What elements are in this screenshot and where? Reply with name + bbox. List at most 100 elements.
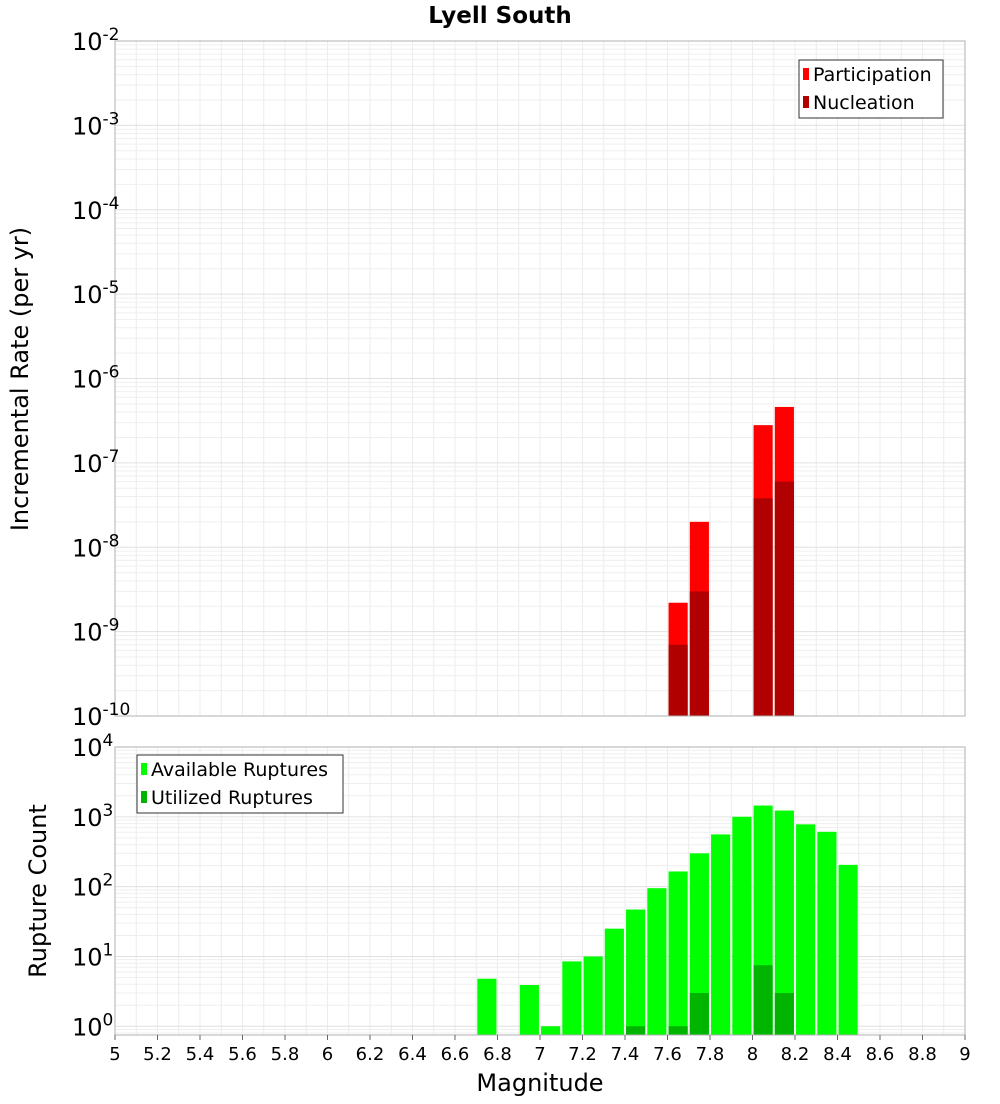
y-tick-base: 10: [72, 703, 103, 731]
bar: [689, 853, 709, 1035]
x-tick-label: 8.8: [908, 1044, 937, 1065]
y-tick-base: 10: [72, 874, 103, 902]
bar: [689, 992, 709, 1035]
y-tick-label: 10-8: [72, 531, 120, 562]
x-tick-label: 6.2: [356, 1044, 385, 1065]
bar: [689, 591, 709, 716]
y-tick-base: 10: [72, 366, 103, 394]
y-tick-base: 10: [72, 112, 103, 140]
x-tick-label: 6: [322, 1044, 333, 1065]
y-tick-label: 10-5: [72, 278, 120, 309]
plot-frame: [114, 40, 966, 717]
bar: [519, 985, 539, 1035]
bar: [668, 871, 688, 1035]
x-tick-label: 7.2: [568, 1044, 597, 1065]
y-tick-label: 101: [72, 940, 113, 971]
y-tick-exponent: -6: [103, 363, 120, 383]
y-tick-exponent: -10: [103, 700, 131, 720]
grid: [114, 40, 966, 717]
y-tick-base: 10: [72, 804, 103, 832]
y-tick-exponent: -2: [103, 25, 120, 45]
y-tick-exponent: 2: [103, 871, 114, 891]
y-tick-exponent: -3: [103, 109, 120, 129]
y-tick-base: 10: [72, 619, 103, 647]
y-tick-label: 104: [72, 731, 113, 762]
y-tick-base: 10: [72, 1013, 103, 1041]
bar: [604, 928, 624, 1035]
x-tick-label: 5.2: [143, 1044, 172, 1065]
y-tick-exponent: 0: [103, 1010, 114, 1030]
y-axis-label: Rupture Count: [24, 804, 52, 978]
bar: [753, 498, 773, 716]
y-tick-label: 100: [72, 1010, 113, 1041]
bar: [583, 956, 603, 1035]
y-tick-exponent: -5: [103, 278, 120, 298]
x-tick-label: 7.6: [653, 1044, 682, 1065]
y-tick-base: 10: [72, 28, 103, 56]
x-tick-label: 7.4: [611, 1044, 640, 1065]
legend-box: [798, 59, 944, 119]
chart-title: Lyell South: [428, 3, 572, 29]
bar: [774, 810, 794, 1035]
bar: [647, 888, 667, 1035]
x-tick-label: 6.4: [398, 1044, 427, 1065]
x-tick-label: 8.2: [781, 1044, 810, 1065]
bar: [626, 1026, 646, 1035]
bar: [796, 824, 816, 1035]
x-tick-label: 5: [109, 1044, 120, 1065]
legend: Participation Nucleation: [798, 59, 944, 119]
legend-swatch: [803, 68, 809, 80]
series-nucleation: [668, 481, 794, 716]
legend-label: Utilized Ruptures: [151, 787, 313, 809]
x-tick-label: 8.4: [823, 1044, 852, 1065]
x-tick-label: 6.8: [483, 1044, 512, 1065]
legend: Available Ruptures Utilized Ruptures: [136, 754, 344, 814]
y-tick-label: 10-6: [72, 363, 120, 394]
x-tick-label: 9: [959, 1044, 970, 1065]
bar: [711, 834, 731, 1035]
bar: [817, 831, 837, 1035]
bar: [477, 978, 497, 1035]
x-tick-label: 6.6: [441, 1044, 470, 1065]
y-tick-label: 103: [72, 801, 113, 832]
y-tick-exponent: -4: [103, 194, 120, 214]
bar: [562, 961, 582, 1035]
y-tick-label: 102: [72, 871, 113, 902]
y-tick-exponent: -7: [103, 447, 120, 467]
y-tick-base: 10: [72, 197, 103, 225]
y-tick-base: 10: [72, 534, 103, 562]
y-tick-label: 10-2: [72, 25, 120, 56]
legend-swatch: [141, 763, 147, 775]
x-tick-label: 5.8: [271, 1044, 300, 1065]
x-tick-label: 5.6: [228, 1044, 257, 1065]
legend-label: Participation: [813, 64, 932, 86]
bar: [668, 1026, 688, 1035]
x-tick-label: 8.6: [866, 1044, 895, 1065]
y-tick-base: 10: [72, 450, 103, 478]
legend-swatch: [803, 96, 809, 108]
legend-label: Available Ruptures: [151, 759, 328, 781]
bar: [774, 992, 794, 1035]
y-tick-exponent: 1: [103, 940, 114, 960]
bar: [626, 909, 646, 1035]
x-tick-label: 7.8: [696, 1044, 725, 1065]
y-tick-exponent: 4: [103, 731, 114, 751]
bar: [753, 965, 773, 1035]
bar: [732, 816, 752, 1035]
bar: [774, 481, 794, 716]
x-tick-label: 5.4: [186, 1044, 215, 1065]
series-available-ruptures: [477, 805, 858, 1035]
y-tick-label: 10-7: [72, 447, 120, 478]
y-axis-label: Incremental Rate (per yr): [6, 227, 34, 531]
legend-label: Nucleation: [813, 92, 915, 114]
y-tick-base: 10: [72, 734, 103, 762]
y-tick-label: 10-4: [72, 194, 120, 225]
x-axis-label: Magnitude: [476, 1069, 603, 1097]
y-tick-label: 10-10: [72, 700, 130, 731]
y-tick-base: 10: [72, 281, 103, 309]
y-tick-base: 10: [72, 943, 103, 971]
bar: [838, 864, 858, 1035]
y-tick-label: 10-3: [72, 109, 120, 140]
